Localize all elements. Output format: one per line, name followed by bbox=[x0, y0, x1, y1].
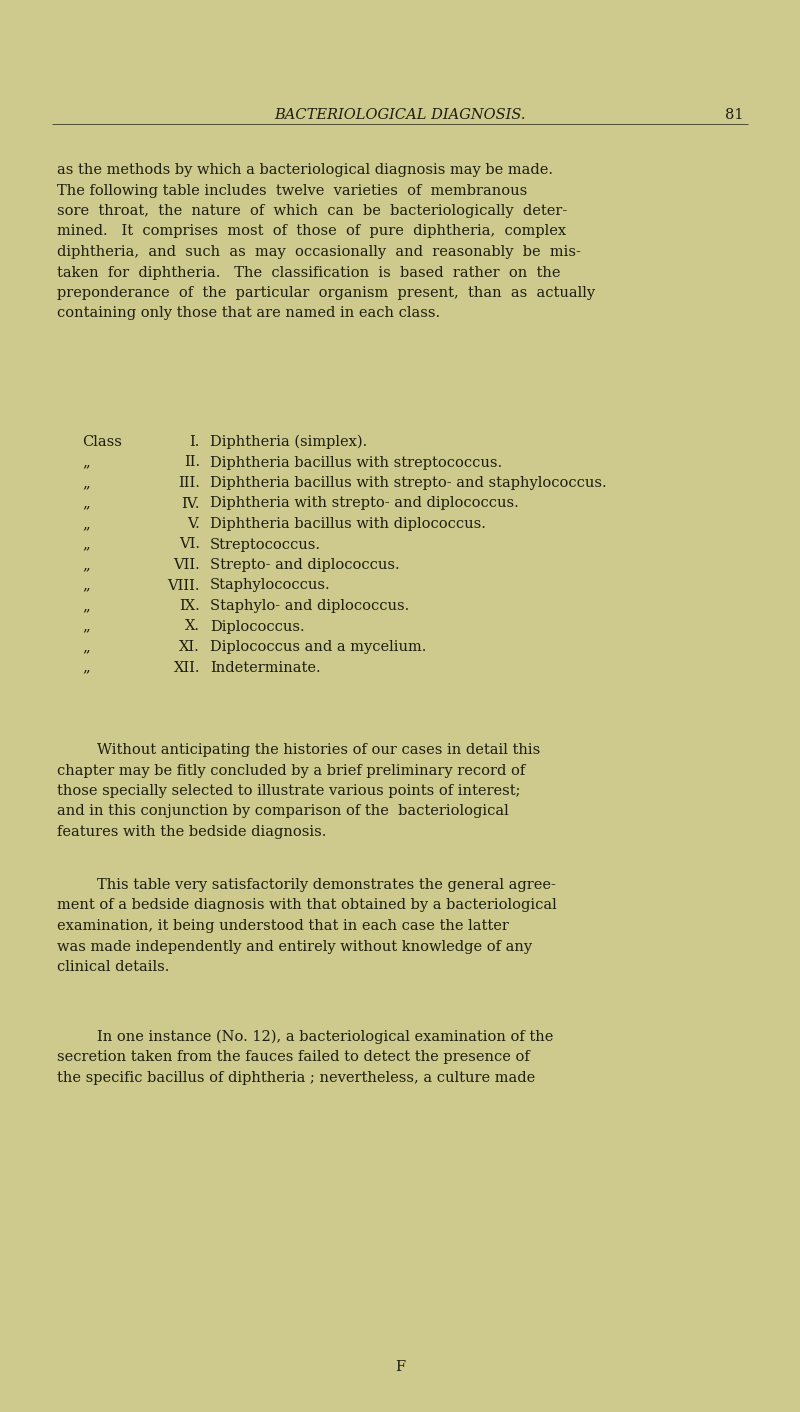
Text: ment of a bedside diagnosis with that obtained by a bacteriological: ment of a bedside diagnosis with that ob… bbox=[57, 898, 557, 912]
Text: Indeterminate.: Indeterminate. bbox=[210, 661, 321, 675]
Text: VI.: VI. bbox=[179, 538, 200, 552]
Text: Diphtheria with strepto- and diplococcus.: Diphtheria with strepto- and diplococcus… bbox=[210, 497, 518, 511]
Text: „: „ bbox=[82, 640, 90, 654]
Text: containing only those that are named in each class.: containing only those that are named in … bbox=[57, 306, 440, 321]
Text: mined.   It  comprises  most  of  those  of  pure  diphtheria,  complex: mined. It comprises most of those of pur… bbox=[57, 225, 566, 239]
Text: Streptococcus.: Streptococcus. bbox=[210, 538, 321, 552]
Text: Diplococcus and a mycelium.: Diplococcus and a mycelium. bbox=[210, 640, 426, 654]
Text: Diplococcus.: Diplococcus. bbox=[210, 620, 305, 634]
Text: V.: V. bbox=[187, 517, 200, 531]
Text: was made independently and entirely without knowledge of any: was made independently and entirely with… bbox=[57, 939, 532, 953]
Text: IV.: IV. bbox=[182, 497, 200, 511]
Text: clinical details.: clinical details. bbox=[57, 960, 170, 974]
Text: „: „ bbox=[82, 599, 90, 613]
Text: „: „ bbox=[82, 661, 90, 675]
Text: F: F bbox=[395, 1360, 405, 1374]
Text: Strepto- and diplococcus.: Strepto- and diplococcus. bbox=[210, 558, 400, 572]
Text: „: „ bbox=[82, 456, 90, 470]
Text: XII.: XII. bbox=[174, 661, 200, 675]
Text: taken  for  diphtheria.   The  classification  is  based  rather  on  the: taken for diphtheria. The classification… bbox=[57, 265, 561, 280]
Text: and in this conjunction by comparison of the  bacteriological: and in this conjunction by comparison of… bbox=[57, 805, 509, 819]
Text: „: „ bbox=[82, 620, 90, 634]
Text: the specific bacillus of diphtheria ; nevertheless, a culture made: the specific bacillus of diphtheria ; ne… bbox=[57, 1070, 535, 1084]
Text: XI.: XI. bbox=[179, 640, 200, 654]
Text: secretion taken from the fauces failed to detect the presence of: secretion taken from the fauces failed t… bbox=[57, 1051, 530, 1065]
Text: those specially selected to illustrate various points of interest;: those specially selected to illustrate v… bbox=[57, 784, 521, 798]
Text: Diphtheria bacillus with strepto- and staphylococcus.: Diphtheria bacillus with strepto- and st… bbox=[210, 476, 606, 490]
Text: Diphtheria (simplex).: Diphtheria (simplex). bbox=[210, 435, 367, 449]
Text: „: „ bbox=[82, 579, 90, 593]
Text: II.: II. bbox=[184, 456, 200, 470]
Text: This table very satisfactorily demonstrates the general agree-: This table very satisfactorily demonstra… bbox=[97, 878, 556, 892]
Text: I.: I. bbox=[190, 435, 200, 449]
Text: sore  throat,  the  nature  of  which  can  be  bacteriologically  deter-: sore throat, the nature of which can be … bbox=[57, 203, 567, 217]
Text: „: „ bbox=[82, 538, 90, 552]
Text: „: „ bbox=[82, 497, 90, 511]
Text: Class: Class bbox=[82, 435, 122, 449]
Text: preponderance  of  the  particular  organism  present,  than  as  actually: preponderance of the particular organism… bbox=[57, 287, 595, 299]
Text: IX.: IX. bbox=[179, 599, 200, 613]
Text: The following table includes  twelve  varieties  of  membranous: The following table includes twelve vari… bbox=[57, 184, 527, 198]
Text: „: „ bbox=[82, 558, 90, 572]
Text: as the methods by which a bacteriological diagnosis may be made.: as the methods by which a bacteriologica… bbox=[57, 162, 553, 176]
Text: features with the bedside diagnosis.: features with the bedside diagnosis. bbox=[57, 825, 326, 839]
Text: Staphylo- and diplococcus.: Staphylo- and diplococcus. bbox=[210, 599, 410, 613]
Text: diphtheria,  and  such  as  may  occasionally  and  reasonably  be  mis-: diphtheria, and such as may occasionally… bbox=[57, 246, 581, 258]
Text: chapter may be fitly concluded by a brief preliminary record of: chapter may be fitly concluded by a brie… bbox=[57, 764, 526, 778]
Text: VII.: VII. bbox=[174, 558, 200, 572]
Text: 81: 81 bbox=[725, 107, 743, 121]
Text: BACTERIOLOGICAL DIAGNOSIS.: BACTERIOLOGICAL DIAGNOSIS. bbox=[274, 107, 526, 121]
Text: III.: III. bbox=[178, 476, 200, 490]
Text: „: „ bbox=[82, 517, 90, 531]
Text: VIII.: VIII. bbox=[167, 579, 200, 593]
Text: In one instance (No. 12), a bacteriological examination of the: In one instance (No. 12), a bacteriologi… bbox=[97, 1029, 554, 1045]
Text: Without anticipating the histories of our cases in detail this: Without anticipating the histories of ou… bbox=[97, 743, 540, 757]
Text: X.: X. bbox=[185, 620, 200, 634]
Text: examination, it being understood that in each case the latter: examination, it being understood that in… bbox=[57, 919, 509, 933]
Text: Diphtheria bacillus with diplococcus.: Diphtheria bacillus with diplococcus. bbox=[210, 517, 486, 531]
Text: Staphylococcus.: Staphylococcus. bbox=[210, 579, 330, 593]
Text: Diphtheria bacillus with streptococcus.: Diphtheria bacillus with streptococcus. bbox=[210, 456, 502, 470]
Text: „: „ bbox=[82, 476, 90, 490]
